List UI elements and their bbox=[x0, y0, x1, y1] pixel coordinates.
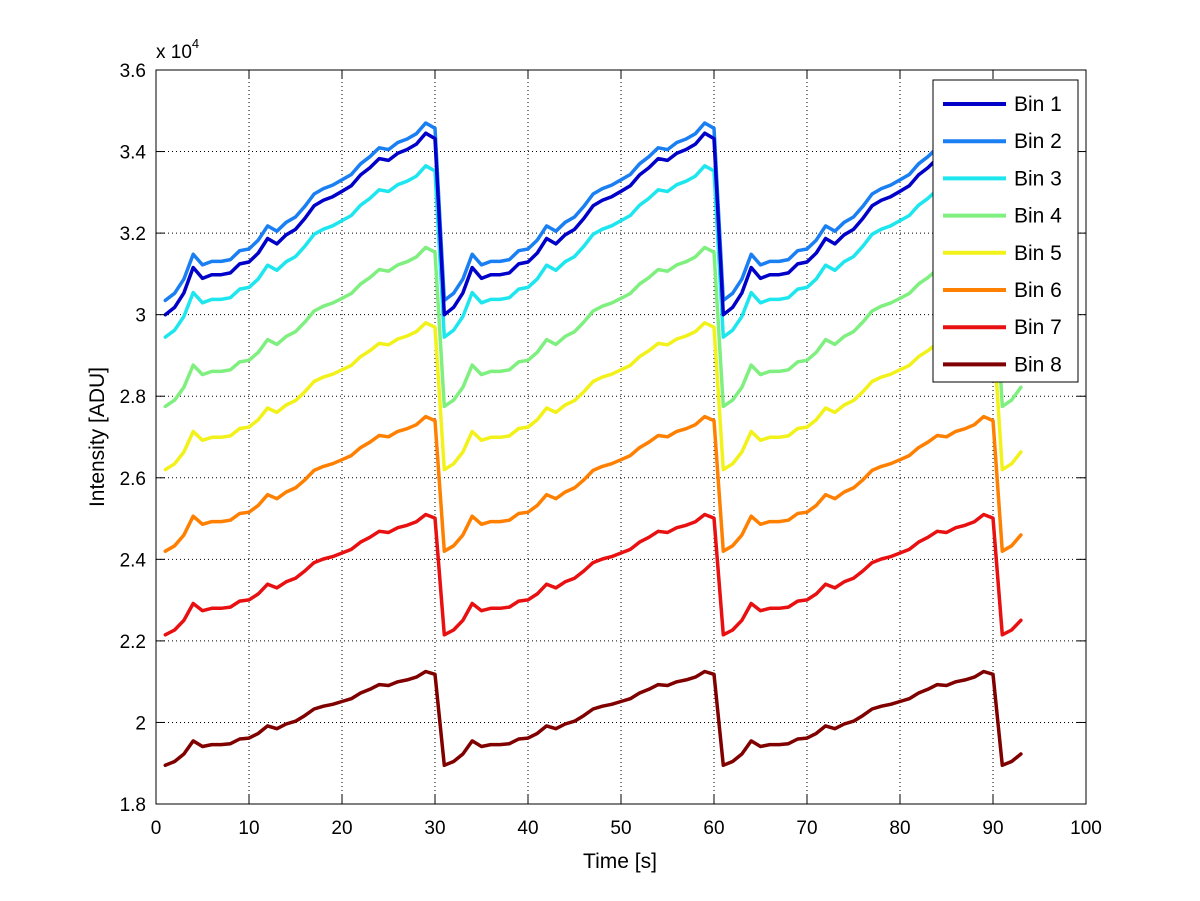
series-line-bin-5 bbox=[163, 321, 1023, 472]
x-tick-label: 0 bbox=[151, 818, 162, 839]
legend-label: Bin 8 bbox=[1014, 353, 1062, 376]
legend-label: Bin 3 bbox=[1014, 167, 1062, 190]
legend-label: Bin 4 bbox=[1014, 205, 1062, 228]
y-tick-label: 2.2 bbox=[120, 632, 146, 653]
axis-ticks bbox=[155, 69, 1087, 805]
x-tick-label: 20 bbox=[331, 818, 352, 839]
y-tick-label: 3.2 bbox=[120, 224, 146, 245]
legend: Bin 1 Bin 2 Bin 3 Bin 4 Bin 5 Bin 6 Bin 7 Bin 8 bbox=[932, 79, 1079, 383]
x-tick-label: 40 bbox=[517, 818, 538, 839]
series-line-bin-2 bbox=[163, 121, 1023, 303]
x-tick-label: 100 bbox=[1070, 818, 1102, 839]
x-tick-label: 50 bbox=[610, 818, 631, 839]
grid bbox=[156, 70, 1086, 804]
legend-box bbox=[932, 79, 1079, 383]
x-tick-label: 10 bbox=[238, 818, 259, 839]
series-line-bin-6 bbox=[163, 414, 1023, 553]
x-tick-label: 80 bbox=[889, 818, 910, 839]
y-tick-label: 3.4 bbox=[120, 143, 147, 164]
series-line-bin-4 bbox=[163, 245, 1023, 409]
series-lines bbox=[163, 121, 1023, 768]
legend-label: Bin 2 bbox=[1014, 130, 1062, 153]
y-axis-title: Intensity [ADU] bbox=[86, 367, 109, 507]
series-line-bin-3 bbox=[163, 164, 1023, 339]
y-tick-label: 2.6 bbox=[120, 469, 146, 490]
x-tick-label: 70 bbox=[796, 818, 817, 839]
series-line-bin-8 bbox=[163, 669, 1023, 768]
x-tick-label: 60 bbox=[703, 818, 724, 839]
legend-label: Bin 6 bbox=[1014, 279, 1062, 302]
series-line-bin-7 bbox=[163, 512, 1023, 637]
x-axis-title: Time [s] bbox=[583, 850, 657, 873]
legend-label: Bin 1 bbox=[1014, 93, 1062, 116]
y-tick-label: 2.8 bbox=[120, 387, 146, 408]
y-tick-label: 2.4 bbox=[120, 550, 147, 571]
x-tick-label: 90 bbox=[982, 818, 1003, 839]
tick-labels: 0 10 20 30 40 50 60 70 80 90 100 1.8 2 2.2 2.4 2.6 2.8 3 3… bbox=[120, 61, 1102, 839]
y-tick-label: 3 bbox=[135, 306, 146, 327]
series-line-bin-1 bbox=[163, 131, 1023, 317]
legend-label: Bin 7 bbox=[1014, 316, 1062, 339]
y-multiplier: x 104 bbox=[156, 36, 199, 63]
legend-label: Bin 5 bbox=[1014, 242, 1062, 265]
y-tick-label: 3.6 bbox=[120, 61, 146, 82]
y-tick-label: 1.8 bbox=[120, 795, 146, 816]
y-tick-label: 2 bbox=[135, 713, 146, 734]
x-tick-label: 30 bbox=[424, 818, 445, 839]
